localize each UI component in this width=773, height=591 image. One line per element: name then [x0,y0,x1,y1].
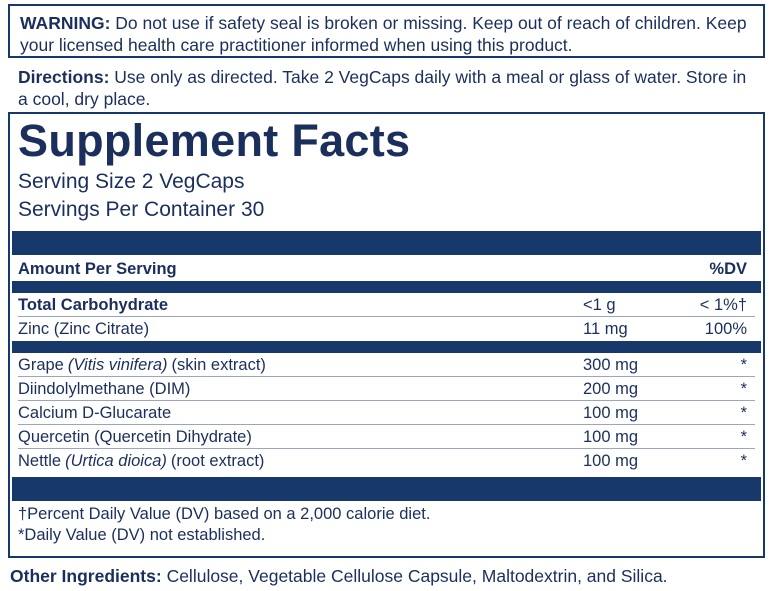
name: Nettle [18,452,62,470]
warning-text: Do not use if safety seal is broken or m… [20,13,747,55]
ingredient-name: Zinc (Zinc Citrate) [18,320,149,338]
divider [12,477,761,501]
daily-value: * [740,356,747,374]
dv-header: %DV [709,260,747,278]
fact-row: Nettle (Urtica dioica) (root extract) 100 m… [18,449,755,473]
amount: 100 mg [583,404,639,422]
facts-panel: Supplement Facts Serving Size 2 VegCaps … [8,112,765,558]
fact-row: Quercetin (Quercetin Dihydrate) 100 mg * [18,425,755,449]
name-note: (root extract) [170,452,265,470]
ingredient-name: Calcium D-Glucarate [18,404,171,422]
ingredient-name: Nettle (Urtica dioica) (root extract) [18,452,264,470]
fact-row: Grape (Vitis vinifera) (skin extract) 300 m… [18,353,755,377]
header-row: Amount Per Serving %DV [18,255,755,281]
directions: Directions: Use only as directed. Take 2… [18,66,758,110]
name: Diindolylmethane (DIM) [18,380,191,398]
daily-value: * [740,404,747,422]
other-label: Other Ingredients: [10,566,162,586]
divider [12,281,761,293]
ingredient-name: Grape (Vitis vinifera) (skin extract) [18,356,266,374]
footnotes: †Percent Daily Value (DV) based on a 2,0… [18,504,755,546]
name: Grape [18,356,64,374]
serving-size: Serving Size 2 VegCaps [18,170,245,193]
amount: 100 mg [583,452,639,470]
amount: 11 mg [583,320,628,338]
fact-row: Diindolylmethane (DIM) 200 mg * [18,377,755,401]
name: Total Carbohydrate [18,296,169,314]
fact-row: Zinc (Zinc Citrate) 11 mg 100% [18,317,755,341]
divider [12,231,761,255]
name-note: (skin extract) [171,356,266,374]
daily-value: * [740,428,747,446]
amount: <1 g [583,296,616,314]
name: Zinc (Zinc Citrate) [18,320,150,338]
facts-title: Supplement Facts [18,115,411,166]
warning-box: WARNING: Do not use if safety seal is br… [8,4,765,58]
name: Quercetin (Quercetin Dihydrate) [18,428,252,446]
fact-row: Total Carbohydrate <1 g < 1%† [18,293,755,317]
daily-value: 100% [704,320,747,338]
ingredient-name: Quercetin (Quercetin Dihydrate) [18,428,252,446]
amount: 200 mg [583,380,639,398]
other-ingredients: Other Ingredients: Cellulose, Vegetable … [10,565,668,587]
footnote: *Daily Value (DV) not established. [18,526,266,544]
fact-row: Calcium D-Glucarate 100 mg * [18,401,755,425]
daily-value: < 1%† [699,296,747,314]
ingredient-name: Diindolylmethane (DIM) [18,380,190,398]
footnote: †Percent Daily Value (DV) based on a 2,0… [18,505,431,523]
amount: 300 mg [583,356,639,374]
directions-text: Use only as directed. Take 2 VegCaps dai… [18,67,747,109]
ingredient-list: Grape (Vitis vinifera) (skin extract) 300 m… [18,353,755,473]
servings-per-container: Servings Per Container 30 [18,198,265,221]
divider [12,341,761,353]
latin-name: (Urtica dioica) [65,452,167,470]
name: Calcium D-Glucarate [18,404,172,422]
amount: 100 mg [583,428,639,446]
latin-name: (Vitis vinifera) [67,356,168,374]
warning-label: WARNING: [20,13,111,33]
other-text: Cellulose, Vegetable Cellulose Capsule, … [166,566,668,586]
nutrient-list: Total Carbohydrate <1 g < 1%† Zinc (Zinc Ci… [18,293,755,341]
directions-label: Directions: [18,67,110,87]
ingredient-name: Total Carbohydrate [18,296,168,314]
amount-header: Amount Per Serving [18,260,177,278]
daily-value: * [740,380,747,398]
daily-value: * [740,452,747,470]
